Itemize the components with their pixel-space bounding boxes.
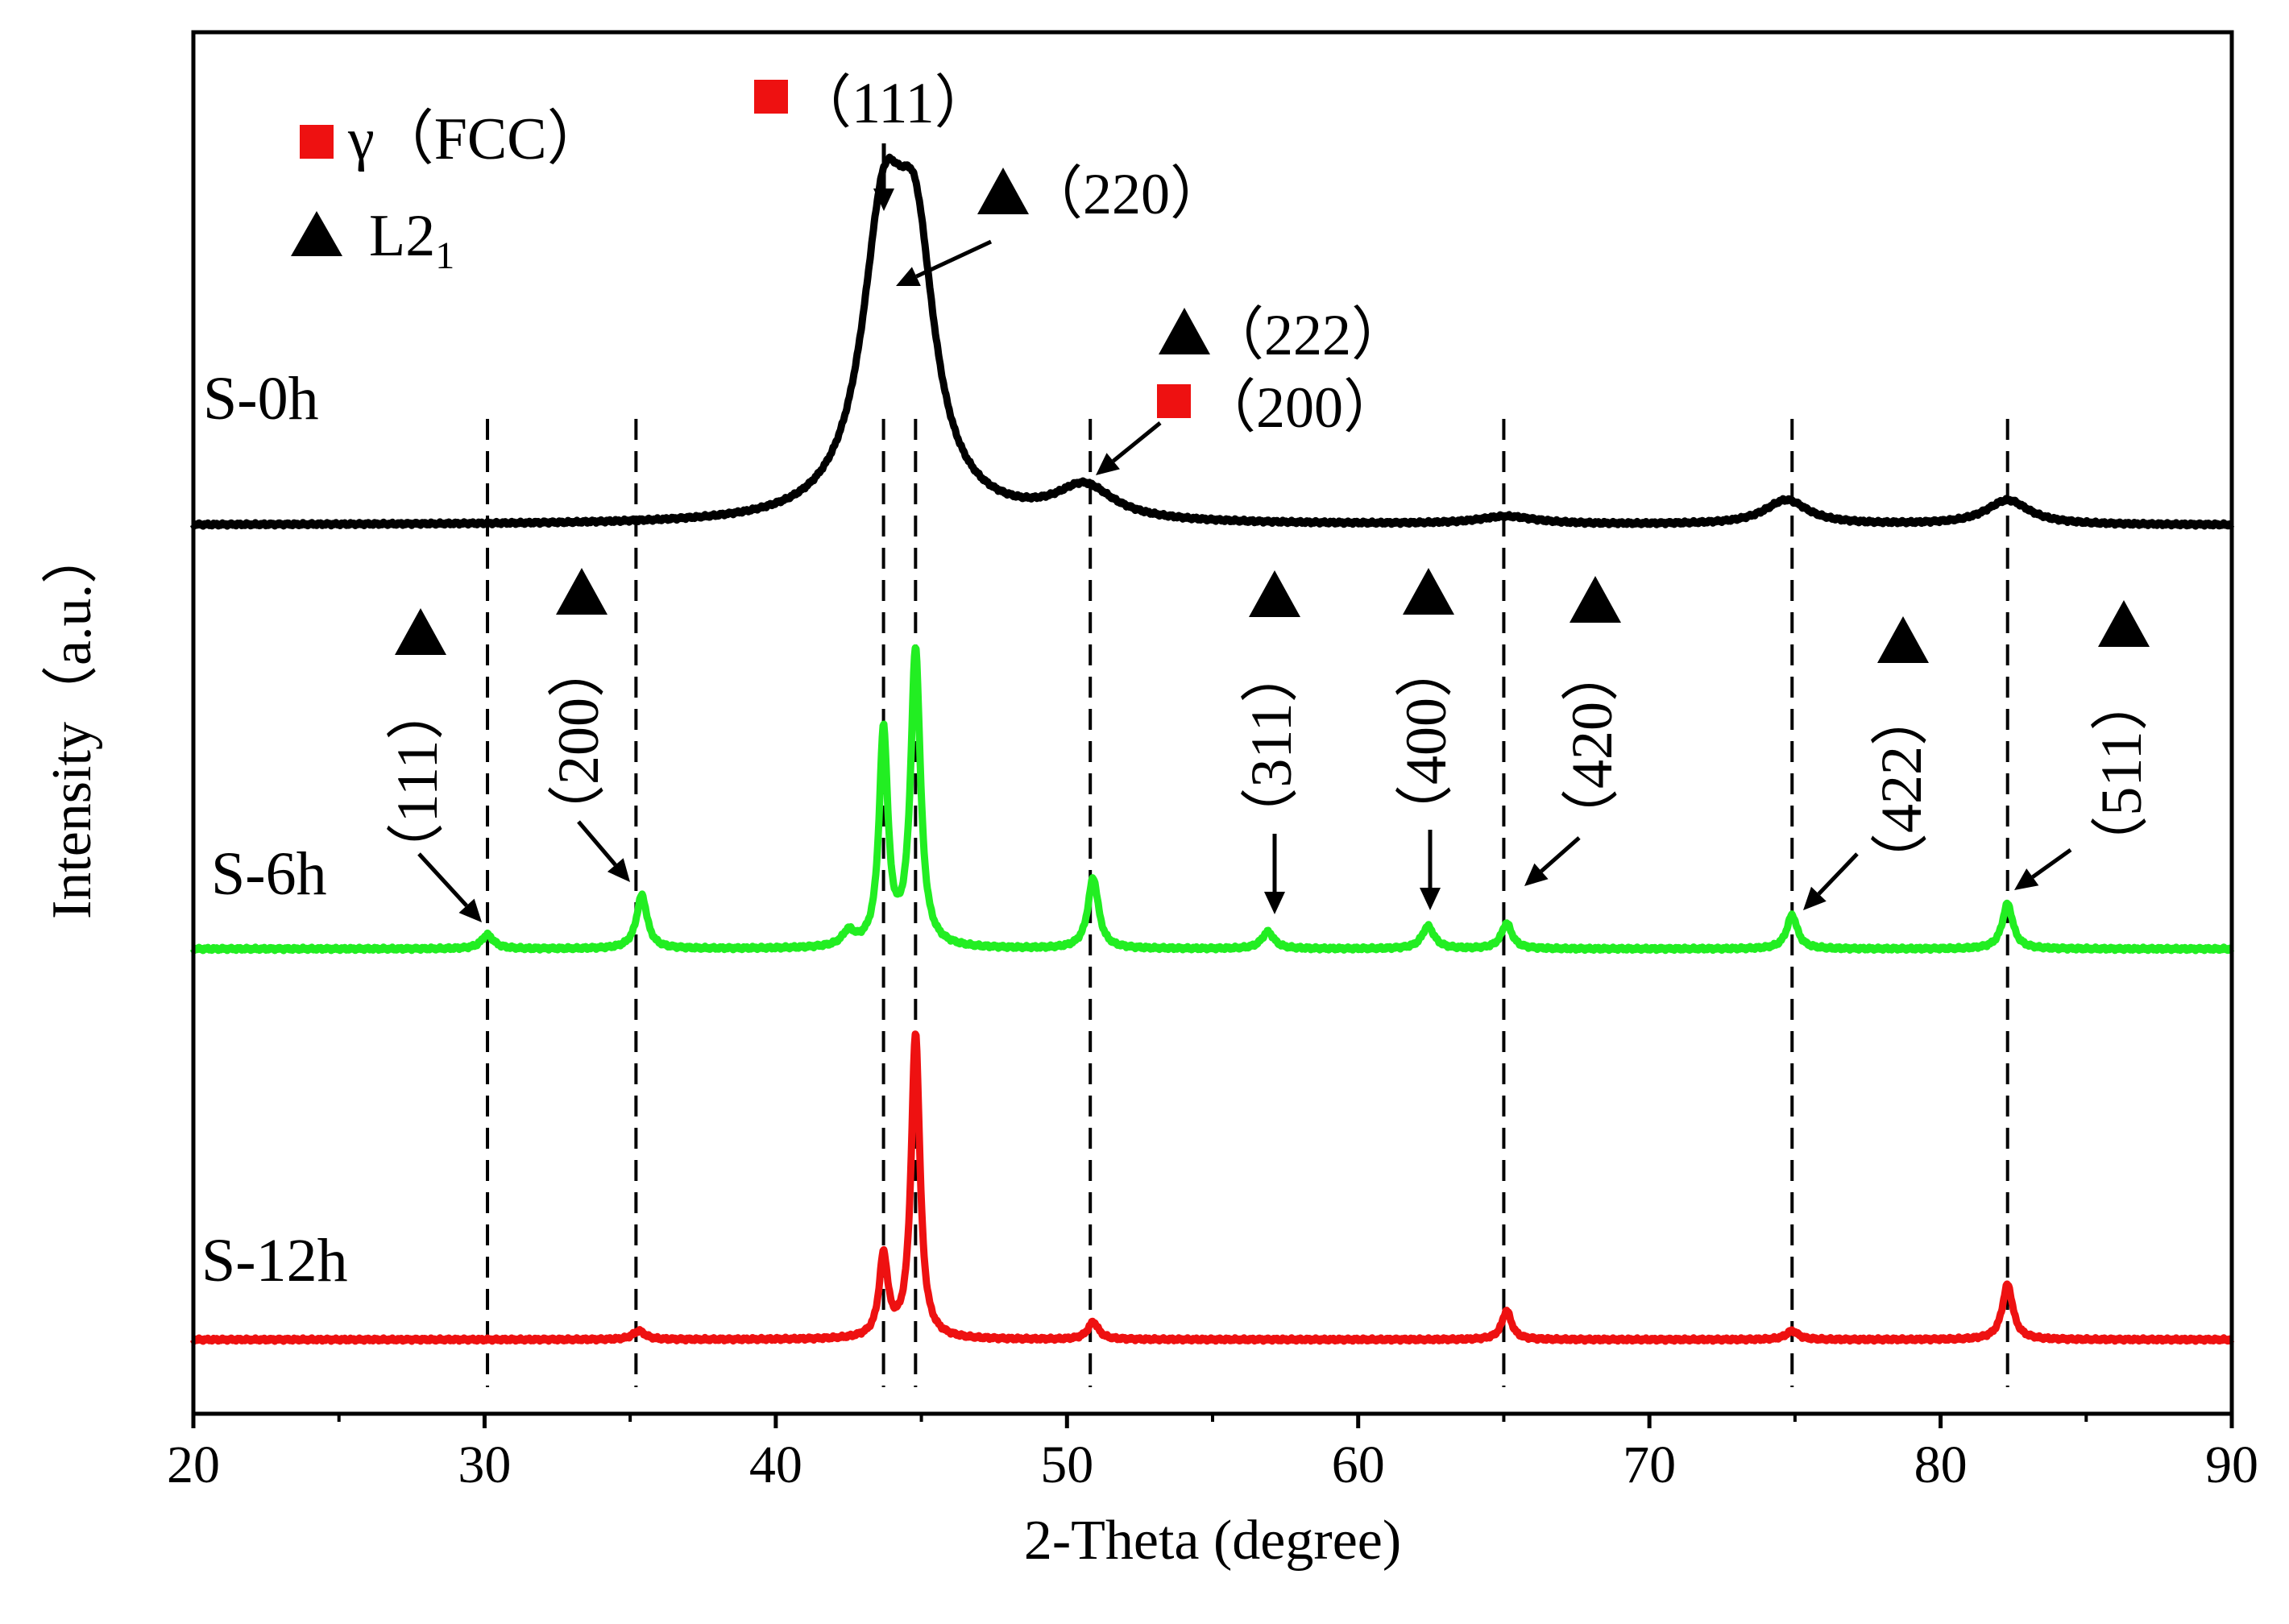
x-tick-label-90: 90 [2205, 1436, 2258, 1494]
peak-label-5: （200） [546, 640, 611, 843]
annotation-arrow-4 [417, 852, 468, 908]
fcc-marker-0 [754, 80, 788, 114]
annotation-arrowhead-8 [1524, 863, 1549, 886]
annotation-arrowhead-2 [1096, 453, 1120, 475]
l21-marker-7 [1403, 568, 1454, 615]
annotation-arrowhead-10 [2014, 868, 2039, 890]
peak-label-4: （111） [385, 682, 450, 881]
series-label-s-0h: S-0h [203, 365, 319, 433]
legend-l21-label-subscript: 1 [435, 234, 454, 277]
fcc-marker-3 [1157, 384, 1191, 418]
legend-l21-label: L21 [369, 203, 454, 277]
annotation-arrowhead-0 [873, 188, 894, 211]
peak-annotations: （111） （220） （222） （200） （111） （200） （311） （400）… [385, 71, 2154, 922]
x-tick-label-30: 30 [458, 1436, 511, 1494]
l21-marker-5 [556, 568, 607, 615]
peak-label-9: （422） [1869, 688, 1934, 891]
x-tick-label-50: 50 [1040, 1436, 1093, 1494]
annotation-arrowhead-5 [607, 858, 630, 882]
legend: γ（FCC） L21 [291, 106, 607, 277]
annotation-arrowhead-6 [1264, 892, 1285, 914]
annotation-arrow-9 [1817, 852, 1859, 896]
l21-marker-1 [977, 168, 1029, 214]
l21-marker-8 [1570, 576, 1621, 623]
legend-fcc-label: γ（FCC） [347, 106, 607, 172]
series-s-0h [189, 153, 2235, 530]
legend-l21-marker [291, 211, 342, 256]
series-label-s-12h: S-12h [201, 1227, 348, 1295]
annotation-arrow-10 [2031, 847, 2072, 879]
x-tick-label-40: 40 [749, 1436, 802, 1494]
peak-label-0: （111） [794, 71, 993, 135]
peak-label-3: （200） [1198, 375, 1401, 440]
l21-marker-6 [1249, 570, 1300, 617]
l21-marker-4 [395, 608, 446, 655]
x-axis: 20 30 40 50 60 70 80 90 [167, 1414, 2258, 1494]
peak-label-2: （222） [1206, 303, 1409, 367]
peak-label-8: （420） [1560, 644, 1624, 847]
annotation-arrowhead-7 [1420, 888, 1441, 910]
peak-label-10: （511） [2089, 673, 2154, 873]
l21-marker-2 [1159, 308, 1210, 354]
x-axis-title: 2-Theta (degree) [1024, 1510, 1401, 1572]
annotation-arrow-1 [915, 239, 993, 279]
annotation-arrow-8 [1540, 836, 1581, 873]
peak-label-6: （311） [1239, 644, 1304, 845]
annotation-arrow-5 [577, 820, 617, 867]
y-axis-title: Intensity（a.u.） [41, 528, 103, 919]
annotation-arrowhead-9 [1803, 886, 1827, 910]
legend-l21-label-main: L2 [369, 203, 435, 269]
annotation-arrowhead-1 [896, 267, 921, 286]
l21-marker-9 [1877, 616, 1929, 663]
x-tick-label-60: 60 [1332, 1436, 1385, 1494]
annotation-arrow-2 [1112, 421, 1162, 463]
legend-fcc-marker [300, 125, 334, 159]
series-s-12h [189, 1030, 2235, 1345]
peak-label-7: （400） [1394, 640, 1458, 843]
x-tick-label-70: 70 [1623, 1436, 1676, 1494]
peak-label-1: （220） [1025, 162, 1228, 226]
l21-marker-10 [2098, 600, 2150, 647]
series-label-s-6h: S-6h [211, 840, 327, 908]
x-tick-label-20: 20 [167, 1436, 220, 1494]
x-tick-label-80: 80 [1914, 1436, 1968, 1494]
annotation-arrowhead-4 [458, 898, 482, 922]
series-s-6h [189, 644, 2235, 955]
series-group [189, 153, 2235, 1345]
